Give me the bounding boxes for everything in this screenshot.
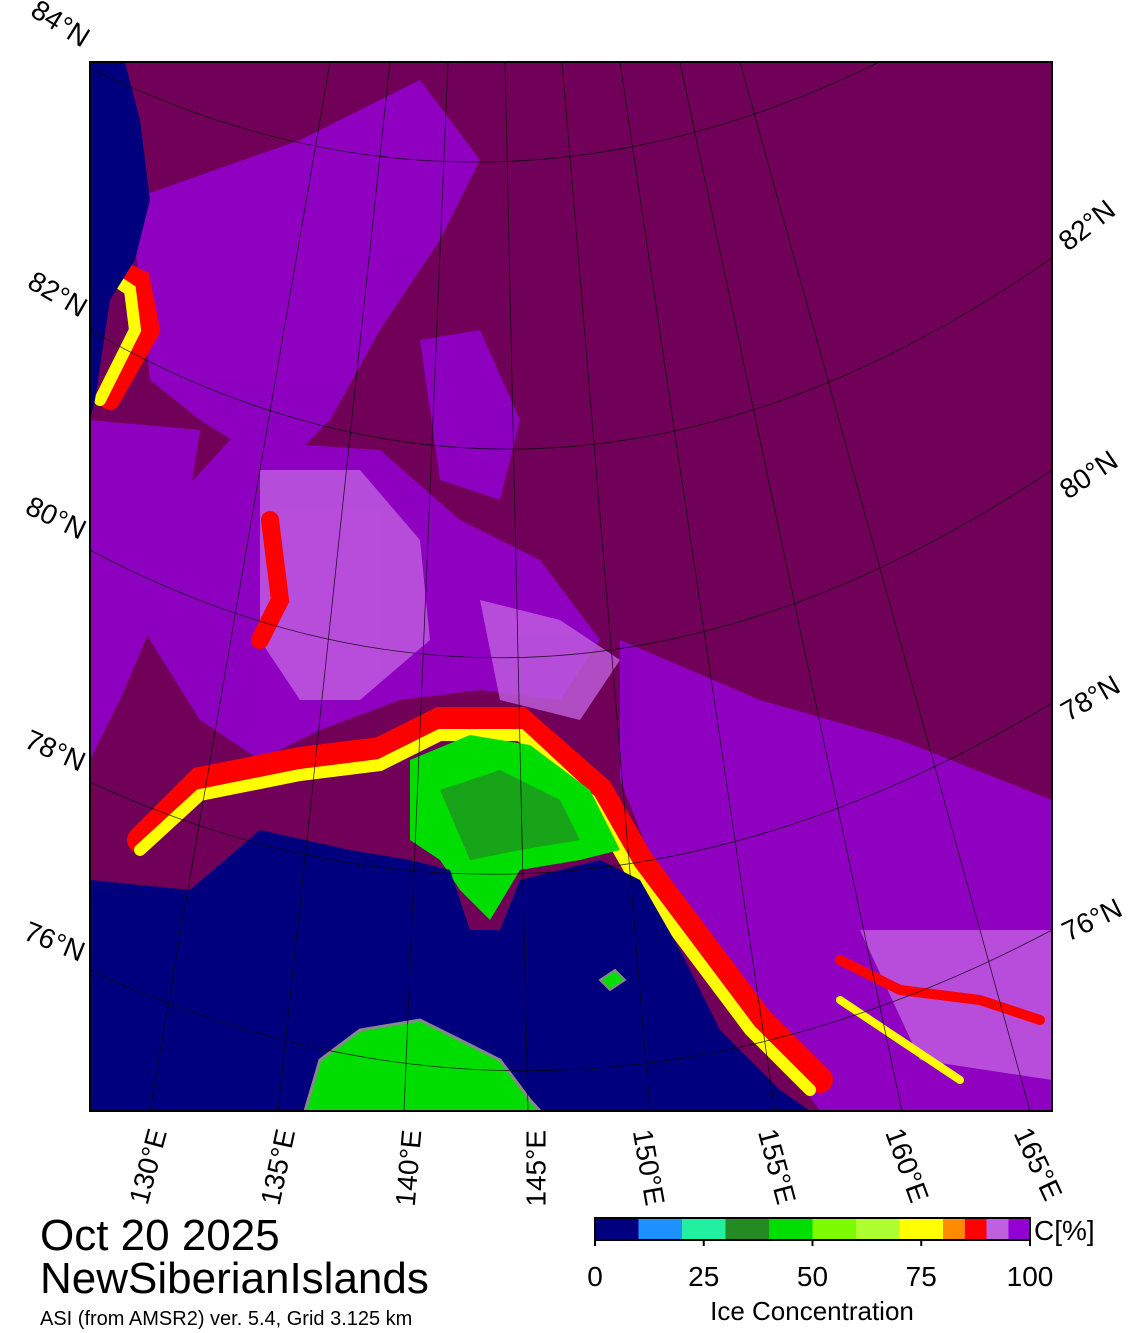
date: Oct 20 2025 [40,1211,280,1260]
lat-label: 80°N [1054,444,1123,505]
ice-texture-light [260,470,1052,1080]
colorbar-segment [899,1218,943,1240]
colorbar: 0 25 50 75 100 [587,1217,1054,1292]
colorbar-segment [986,1218,1009,1240]
lon-label: 140°E [390,1128,428,1207]
colorbar-tick-label: 50 [797,1261,828,1292]
lat-label: 82°N [23,265,93,323]
open-water [90,830,810,1111]
colorbar-unit: C[%] [1034,1215,1095,1246]
colorbar-tick-label: 100 [1007,1261,1054,1292]
lon-label: 135°E [255,1126,301,1207]
colorbar-segment [812,1218,856,1240]
lon-label: 130°E [123,1125,173,1207]
lon-labels: 130°E 135°E 140°E 145°E 150°E 155°E 160°E 165°E [123,1123,1068,1208]
colorbar-tick-label: 0 [587,1261,603,1292]
colorbar-segment [769,1218,813,1240]
colorbar-segment [725,1218,769,1240]
lat-label: 76°N [20,915,90,967]
map-area [90,62,1052,1111]
lat-label: 76°N [1057,892,1127,947]
land [598,968,627,992]
colorbar-tick-label: 75 [906,1261,937,1292]
lat-label: 80°N [21,490,91,545]
graticule [90,62,1052,1111]
lon-label: 145°E [520,1130,551,1207]
colorbar-tick-label: 25 [688,1261,719,1292]
colorbar-segment [964,1218,987,1240]
fast-ice-dark [440,770,580,860]
lat-label: 84°N [26,0,95,53]
lat-label: 78°N [20,724,90,778]
lon-label: 160°E [879,1124,934,1207]
colorbar-segment [595,1218,639,1240]
open-water [90,62,150,420]
region: NewSiberianIslands [40,1254,429,1303]
map-frame [89,61,1053,1112]
colorbar-label: Ice Concentration [710,1296,914,1326]
source: ASI (from AMSR2) ver. 5.4, Grid 3.125 km [40,1308,412,1330]
lat-label: 82°N [1053,194,1121,257]
lon-label: 150°E [627,1127,671,1208]
colorbar-segment [1008,1218,1030,1240]
colorbar-segment [856,1218,900,1240]
lat-label: 78°N [1056,669,1126,727]
lon-label: 155°E [752,1125,802,1207]
colorbar-segment [638,1218,682,1240]
lon-label: 165°E [1008,1123,1068,1206]
colorbar-segment [943,1218,965,1240]
colorbar-segment [682,1218,726,1240]
